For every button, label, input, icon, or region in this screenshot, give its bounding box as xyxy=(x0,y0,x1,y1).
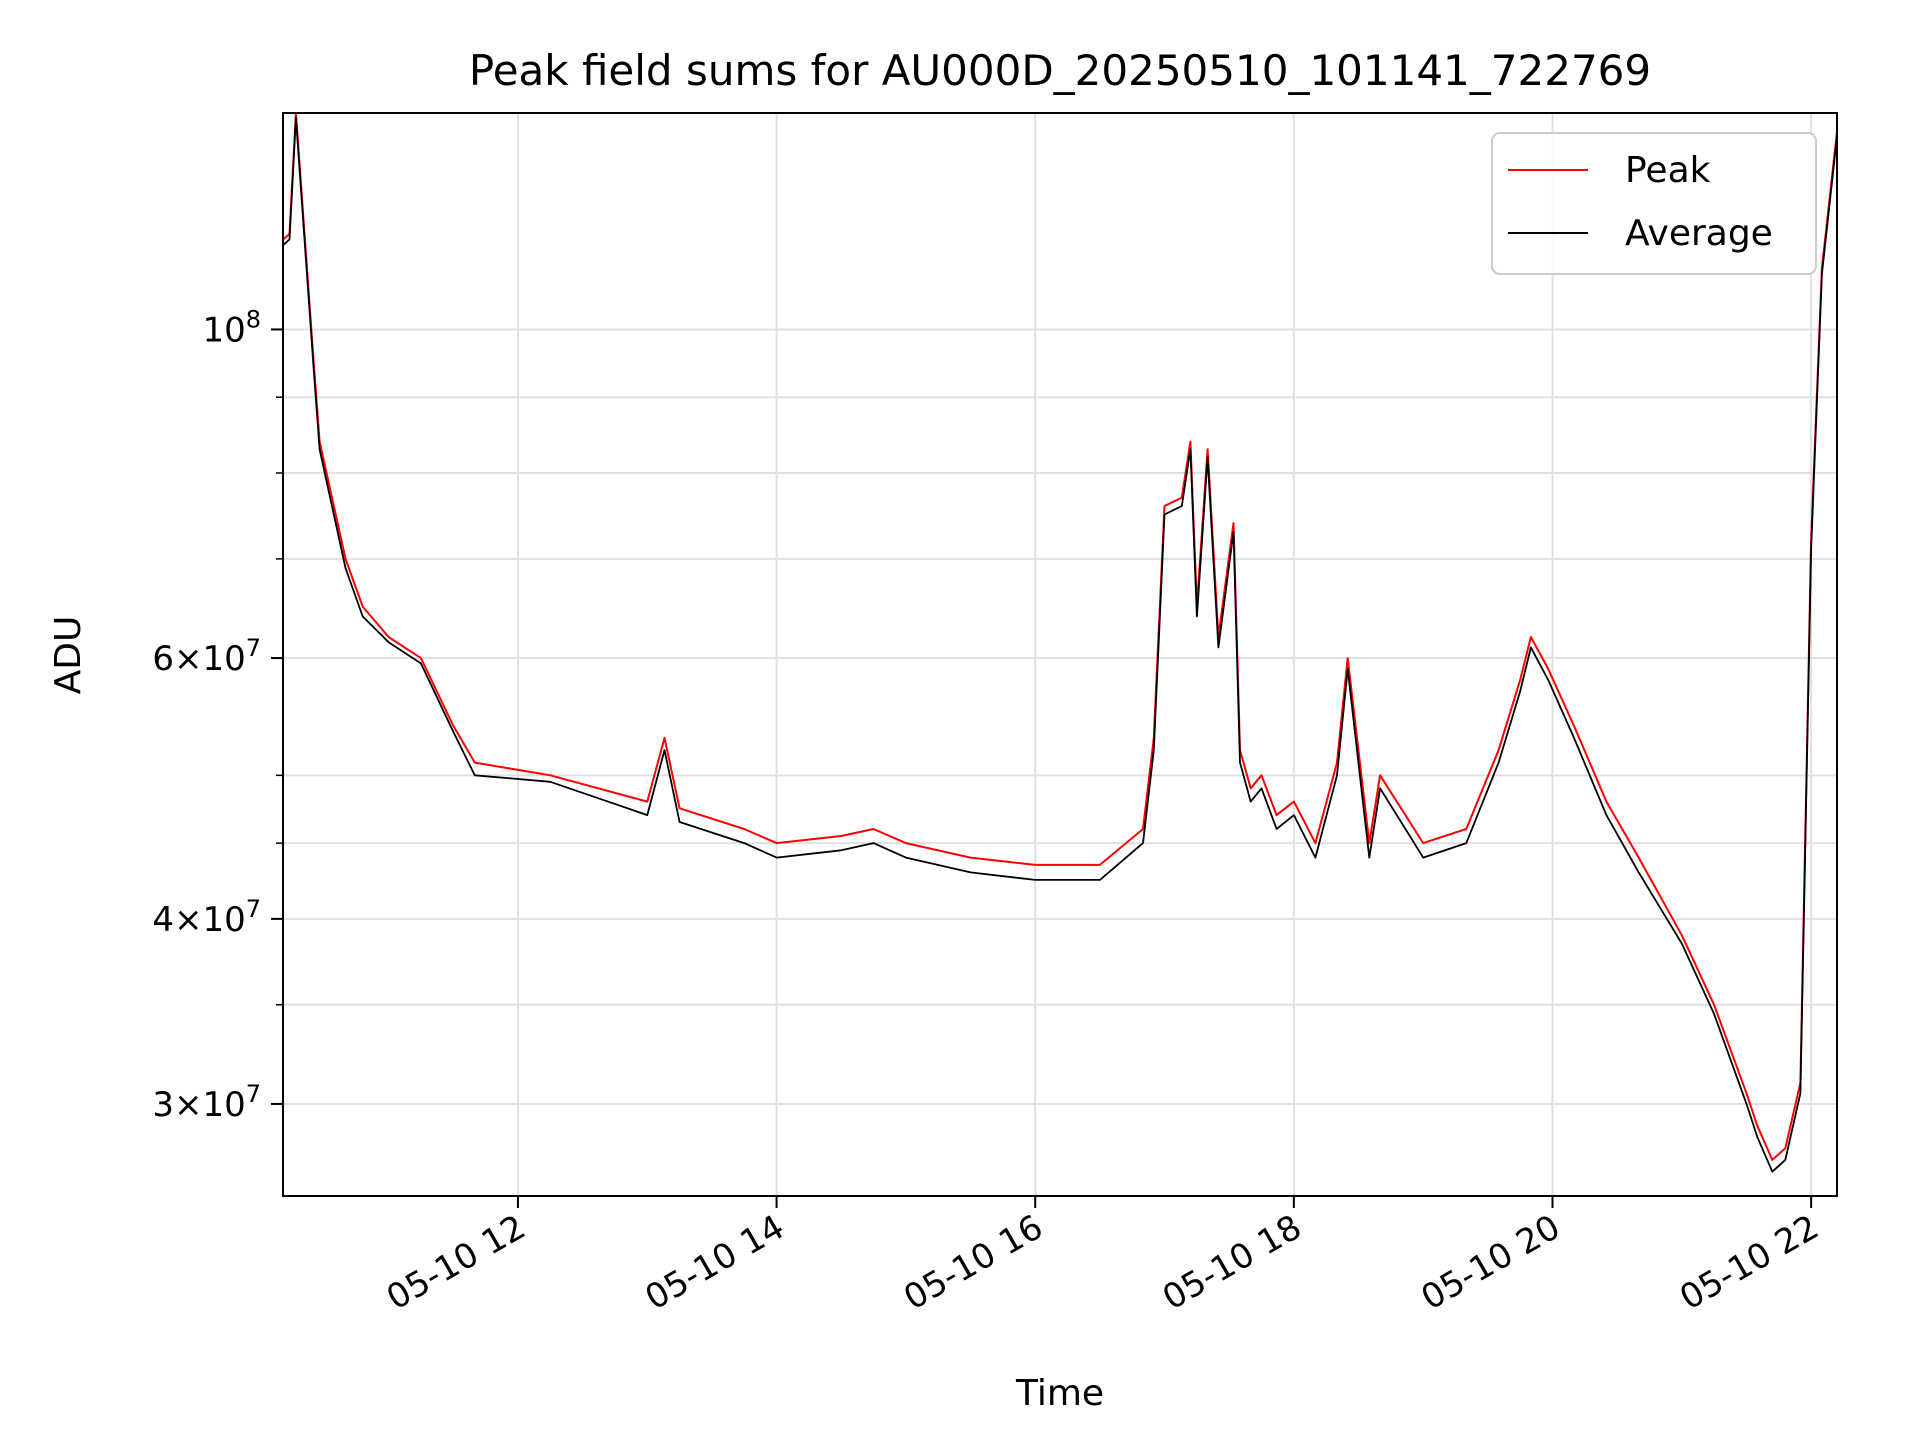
chart-title: Peak field sums for AU000D_20250510_1011… xyxy=(469,46,1651,95)
legend-label-peak: Peak xyxy=(1625,150,1711,191)
y-tick-label: 3×107 xyxy=(152,1080,261,1125)
series-layer xyxy=(282,112,1838,1173)
legend-label-average: Average xyxy=(1625,213,1773,254)
grid xyxy=(283,113,1837,1196)
legend-box xyxy=(1491,132,1817,275)
y-tick-label: 6×107 xyxy=(152,634,261,679)
y-axis-label: ADU xyxy=(48,616,89,695)
x-axis-label: Time xyxy=(1015,1373,1104,1414)
plot-frame xyxy=(282,112,1838,1197)
y-tick-label: 108 xyxy=(202,305,261,350)
series-average-line xyxy=(282,116,1838,1173)
legend: Peak Average xyxy=(1491,132,1817,275)
y-tick-label: 4×107 xyxy=(152,895,261,940)
